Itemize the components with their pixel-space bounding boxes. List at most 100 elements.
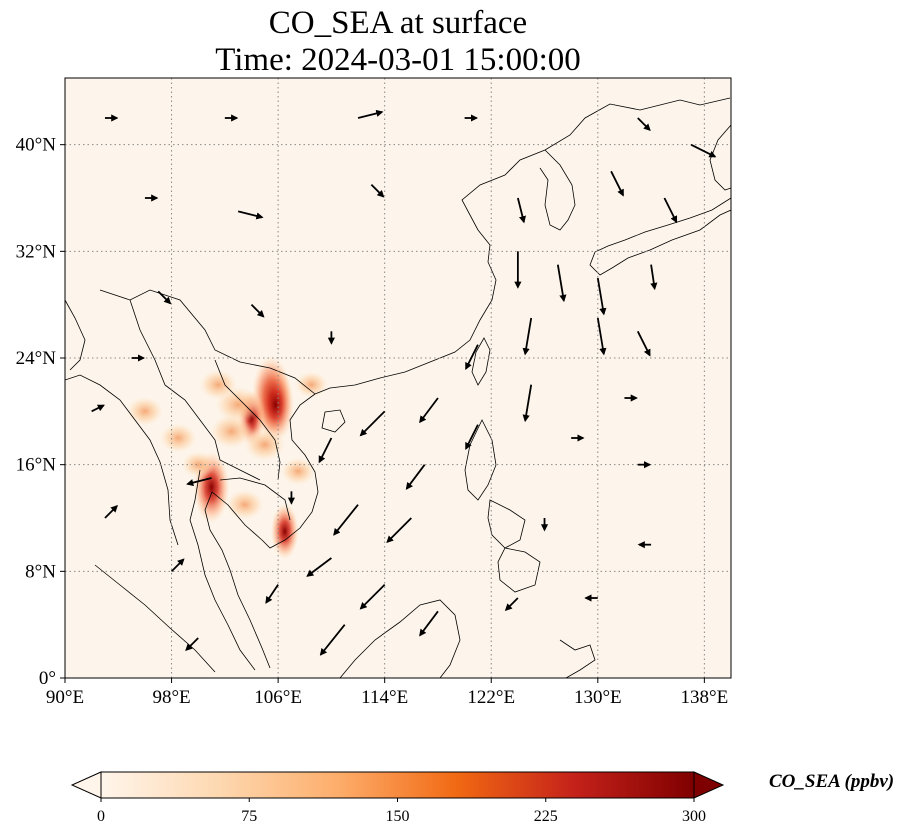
border-cambodia (219, 477, 291, 521)
wind-arrow (306, 557, 332, 577)
map-panel: 90°E 98°E 106°E 114°E 122°E 130°E 138°E 0° 8°N 1… (16, 77, 732, 708)
wind-arrow (405, 464, 426, 490)
border-china-south (99, 289, 316, 395)
coastline-mindanao (497, 547, 541, 593)
map-frame (64, 77, 732, 679)
coastline-korea (539, 149, 576, 231)
coastline-japan-north (709, 124, 731, 191)
coastlines (65, 97, 731, 678)
wind-arrow (663, 197, 678, 224)
coastline-burma (65, 374, 179, 546)
wind-arrow (370, 184, 385, 198)
concentration-field (126, 355, 329, 560)
wind-arrow (265, 584, 279, 604)
lat-tick-label: 8°N (25, 561, 56, 582)
coastline-malay-west (189, 469, 256, 671)
coastline-bay-bengal (65, 299, 86, 371)
wind-arrow (419, 397, 439, 424)
lon-tick-label: 130°E (574, 687, 622, 708)
border-laos-vietnam (214, 359, 281, 481)
coastline-philippines-luzon (464, 419, 497, 501)
coastline-philippines-visayas (487, 499, 526, 549)
colorbar-tick-label: 75 (241, 808, 257, 825)
co-hotspot (243, 428, 286, 462)
coastline-taiwan (471, 337, 491, 386)
colorbar-tick-label: 225 (534, 808, 558, 825)
wind-arrow (556, 264, 567, 303)
wind-arrow (610, 170, 624, 197)
wind-arrow (318, 437, 333, 464)
wind-arrow (104, 504, 118, 519)
co-hotspot (198, 369, 238, 401)
wind-arrow (185, 637, 199, 652)
gridlines (65, 78, 731, 678)
border-thailand (164, 384, 261, 481)
coastline-gulf-thailand (204, 491, 271, 669)
wind-arrow (386, 517, 412, 544)
co-hotspot (181, 451, 215, 479)
co-hotspot (126, 396, 164, 427)
coastline-sulawesi (559, 639, 596, 678)
co-hotspot (209, 414, 254, 449)
coastline-vietnam (261, 393, 319, 549)
colorbar-tick-label: 300 (682, 808, 706, 825)
wind-arrow (419, 610, 439, 637)
border-myanmar (129, 299, 166, 386)
lat-tick-label: 40°N (16, 135, 57, 156)
co-hotspot (270, 503, 299, 560)
map-subtitle-time: Time: 2024-03-01 15:00:00 (215, 42, 580, 78)
lon-tick-label: 90°E (46, 687, 84, 708)
wind-arrow (517, 197, 526, 224)
wind-arrow (359, 584, 386, 610)
lon-tick-label: 114°E (361, 687, 408, 708)
lon-tick-label: 122°E (467, 687, 515, 708)
colorbar-label: CO_SEA (ppbv) (769, 771, 894, 792)
colorbar-extend-high (693, 771, 725, 799)
wind-arrow (690, 143, 717, 158)
coastline-sumatra (94, 564, 216, 673)
latitude-ticks: 0° 8°N 16°N 24°N 32°N 40°N (16, 135, 65, 689)
wind-arrow (357, 109, 384, 119)
map-background (65, 78, 731, 678)
map-title: CO_SEA at surface (269, 5, 527, 41)
co-hotspot (159, 422, 198, 454)
colorbar-gradient (100, 771, 695, 799)
wind-arrow (596, 277, 607, 316)
wind-arrow (157, 290, 172, 305)
wind-arrow (319, 624, 346, 656)
wind-arrow (91, 404, 105, 413)
lat-tick-label: 0° (39, 668, 56, 689)
wind-arrow (637, 117, 651, 132)
coastline-china-east (314, 97, 731, 395)
wind-arrow (359, 410, 386, 437)
wind-arrow (333, 504, 359, 536)
lat-tick-label: 24°N (16, 348, 57, 369)
wind-arrow (504, 597, 519, 612)
colorbar-extend-low (70, 771, 102, 799)
co-hotspot (294, 371, 329, 399)
wind-vectors (91, 109, 717, 656)
coastline-hainan (321, 409, 346, 433)
colorbar-ticks: 0 75 150 225 300 (97, 798, 706, 825)
coastline-borneo (339, 599, 461, 678)
lon-tick-label: 106°E (254, 687, 302, 708)
wind-arrow (170, 558, 185, 572)
wind-arrow (465, 344, 479, 370)
co-hotspot (280, 457, 316, 486)
lon-tick-label: 98°E (152, 687, 190, 708)
wind-arrow (596, 317, 607, 356)
longitude-ticks: 90°E 98°E 106°E 114°E 122°E 130°E 138°E (46, 678, 728, 708)
co-hotspot (256, 366, 295, 443)
colorbar-tick-label: 0 (97, 808, 105, 825)
wind-arrow (465, 424, 479, 450)
lat-tick-label: 16°N (16, 455, 57, 476)
wind-arrow (522, 317, 533, 356)
co-hotspot (225, 489, 265, 521)
wind-arrow (650, 264, 658, 291)
wind-arrow (186, 477, 212, 487)
lat-tick-label: 32°N (16, 241, 57, 262)
wind-arrow (522, 384, 533, 423)
wind-arrow (250, 304, 265, 318)
lon-tick-label: 138°E (681, 687, 729, 708)
